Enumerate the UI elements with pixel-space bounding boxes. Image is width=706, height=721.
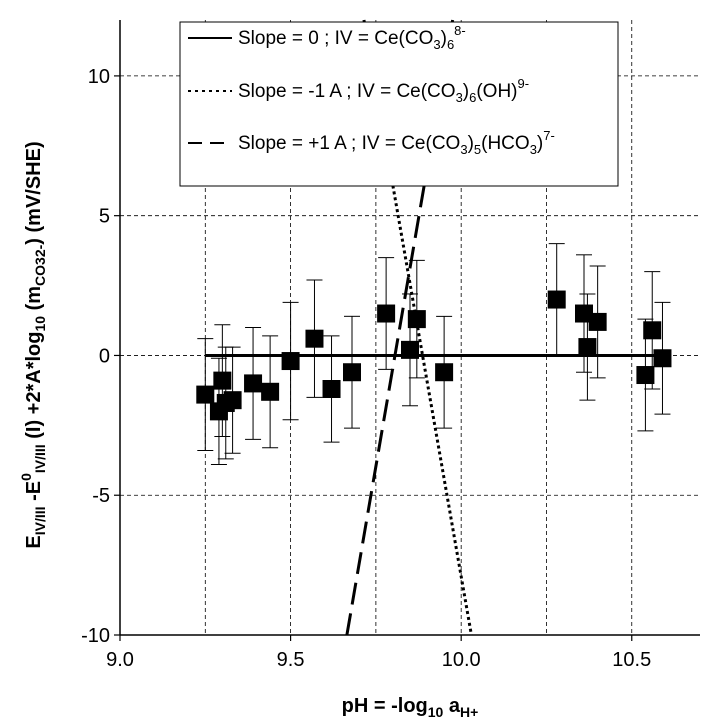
legend-text: Slope = -1 A ; IV = Ce(CO — [238, 81, 456, 102]
y-tick-label: -5 — [92, 485, 110, 507]
legend-text: (HCO — [481, 133, 530, 154]
data-point — [281, 352, 300, 371]
legend-subscript: 3 — [530, 142, 537, 157]
legend-entry: Slope = +1 A ; IV = Ce(CO3)5(HCO3)7- — [238, 128, 555, 157]
x-tick-label: 10.0 — [442, 649, 481, 671]
y-tick-label: 5 — [99, 206, 110, 228]
data-point — [643, 321, 662, 340]
legend-text: ) — [463, 81, 469, 102]
legend-subscript: 5 — [474, 142, 481, 157]
data-point — [636, 366, 655, 385]
legend-superscript: 8- — [454, 23, 466, 38]
data-point — [653, 349, 672, 368]
data-point — [244, 374, 263, 393]
legend-subscript: 3 — [433, 37, 440, 52]
legend-entry: Slope = -1 A ; IV = Ce(CO3)6(OH)9- — [238, 76, 529, 105]
x-tick-label: 9.0 — [106, 649, 134, 671]
data-point — [435, 363, 454, 382]
legend-subscript: 6 — [447, 37, 454, 52]
y-tick-label: 0 — [99, 345, 110, 367]
legend-subscript: 3 — [460, 142, 467, 157]
data-point — [343, 363, 361, 382]
legend-superscript: 9- — [518, 76, 530, 91]
legend-superscript: 7- — [543, 128, 555, 143]
legend-text: Slope = 0 ; IV = Ce(CO — [238, 28, 433, 49]
legend-entry: Slope = 0 ; IV = Ce(CO3)68- — [238, 23, 466, 52]
data-points — [196, 243, 672, 465]
legend-text: (OH) — [476, 81, 517, 102]
data-point — [223, 391, 242, 410]
y-axis-label: EIV/III -E0IV/III (I) +2*A*log10 (mCO32-… — [18, 141, 48, 548]
data-point — [196, 385, 215, 404]
data-point — [213, 371, 232, 390]
data-point — [575, 304, 593, 323]
legend: Slope = 0 ; IV = Ce(CO3)68-Slope = -1 A … — [179, 21, 619, 187]
legend-text: ) — [468, 133, 474, 154]
x-tick-label: 10.5 — [612, 649, 651, 671]
legend-text: Slope = +1 A ; IV = Ce(CO — [238, 133, 460, 154]
data-point — [401, 340, 419, 359]
y-tick-label: 10 — [88, 66, 110, 88]
data-point — [305, 329, 324, 348]
legend-subscript: 6 — [469, 90, 476, 105]
data-point — [377, 304, 396, 323]
data-point — [322, 380, 341, 398]
data-point — [407, 310, 426, 329]
x-axis-label: pH = -log10 aH+ — [342, 695, 479, 720]
y-tick-labels: -10 -5 0 5 10 — [81, 66, 110, 647]
y-tick-label: -10 — [81, 625, 110, 647]
fit-line-dashed — [345, 19, 455, 636]
x-tick-label: 9.5 — [277, 649, 305, 671]
legend-text: ) — [537, 133, 543, 154]
x-tick-labels: 9.0 9.5 10.0 10.5 — [106, 649, 651, 671]
data-point — [588, 312, 607, 331]
legend-text: ) — [441, 28, 447, 49]
data-point — [261, 382, 280, 401]
legend-box — [179, 21, 619, 187]
data-point — [578, 338, 597, 357]
legend-subscript: 3 — [456, 90, 463, 105]
axes — [114, 20, 700, 641]
data-point — [547, 290, 566, 309]
